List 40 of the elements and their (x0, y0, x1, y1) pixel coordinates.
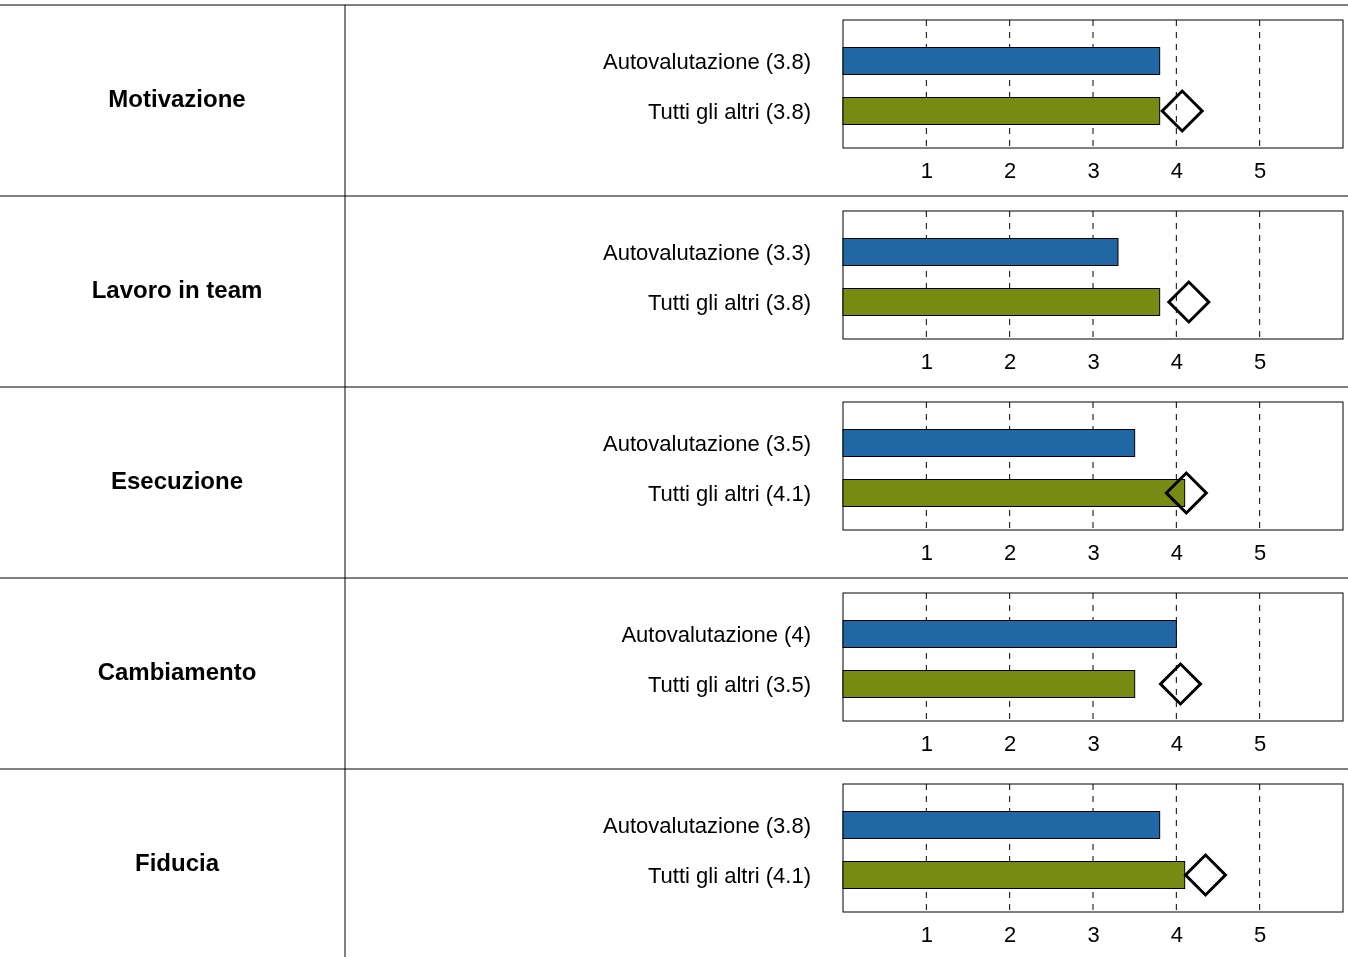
x-tick-label: 3 (1087, 921, 1100, 947)
y-axis-title: Lavoro in team (91, 275, 263, 303)
y-tick-label: Autovalutazione (3.3) (603, 239, 811, 265)
x-tick-label: 5 (1254, 730, 1267, 756)
x-tick-label: 5 (1254, 921, 1267, 947)
x-tick-label: 4 (1170, 157, 1183, 183)
x-tick-label: 3 (1087, 348, 1100, 374)
x-tick-label: 1 (920, 348, 933, 374)
y-tick-label: Tutti gli altri (4.1) (647, 862, 811, 888)
y-tick-label: Tutti gli altri (3.8) (647, 98, 811, 124)
y-axis-title: Fiducia (134, 848, 220, 876)
y-axis-title: Cambiamento (97, 657, 257, 685)
y-tick-label: Tutti gli altri (3.8) (647, 289, 811, 315)
y-axis-title: Motivazione (108, 84, 246, 112)
x-tick-label: 1 (920, 157, 933, 183)
x-tick-label: 2 (1004, 539, 1017, 565)
y-tick-label: Autovalutazione (4) (621, 621, 811, 647)
x-tick-label: 4 (1170, 539, 1183, 565)
x-tick-label: 5 (1254, 157, 1267, 183)
x-tick-label: 5 (1254, 348, 1267, 374)
x-tick-label: 2 (1004, 921, 1017, 947)
x-tick-label: 2 (1004, 730, 1017, 756)
x-tick-label: 2 (1004, 157, 1017, 183)
x-tick-label: 3 (1087, 730, 1100, 756)
x-tick-label: 2 (1004, 348, 1017, 374)
y-tick-label: Tutti gli altri (4.1) (647, 480, 811, 506)
x-tick-label: 4 (1170, 348, 1183, 374)
x-tick-label: 1 (920, 539, 933, 565)
x-tick-label: 3 (1087, 157, 1100, 183)
y-tick-label: Autovalutazione (3.8) (603, 812, 811, 838)
y-axis-title: Esecuzione (110, 466, 244, 494)
y-tick-label: Autovalutazione (3.8) (603, 48, 811, 74)
x-tick-label: 4 (1170, 730, 1183, 756)
y-tick-label: Tutti gli altri (3.5) (647, 671, 811, 697)
x-tick-label: 3 (1087, 539, 1100, 565)
y-tick-label: Autovalutazione (3.5) (603, 430, 811, 456)
x-tick-label: 1 (920, 730, 933, 756)
x-tick-label: 1 (920, 921, 933, 947)
x-tick-label: 4 (1170, 921, 1183, 947)
x-tick-label: 5 (1254, 539, 1267, 565)
